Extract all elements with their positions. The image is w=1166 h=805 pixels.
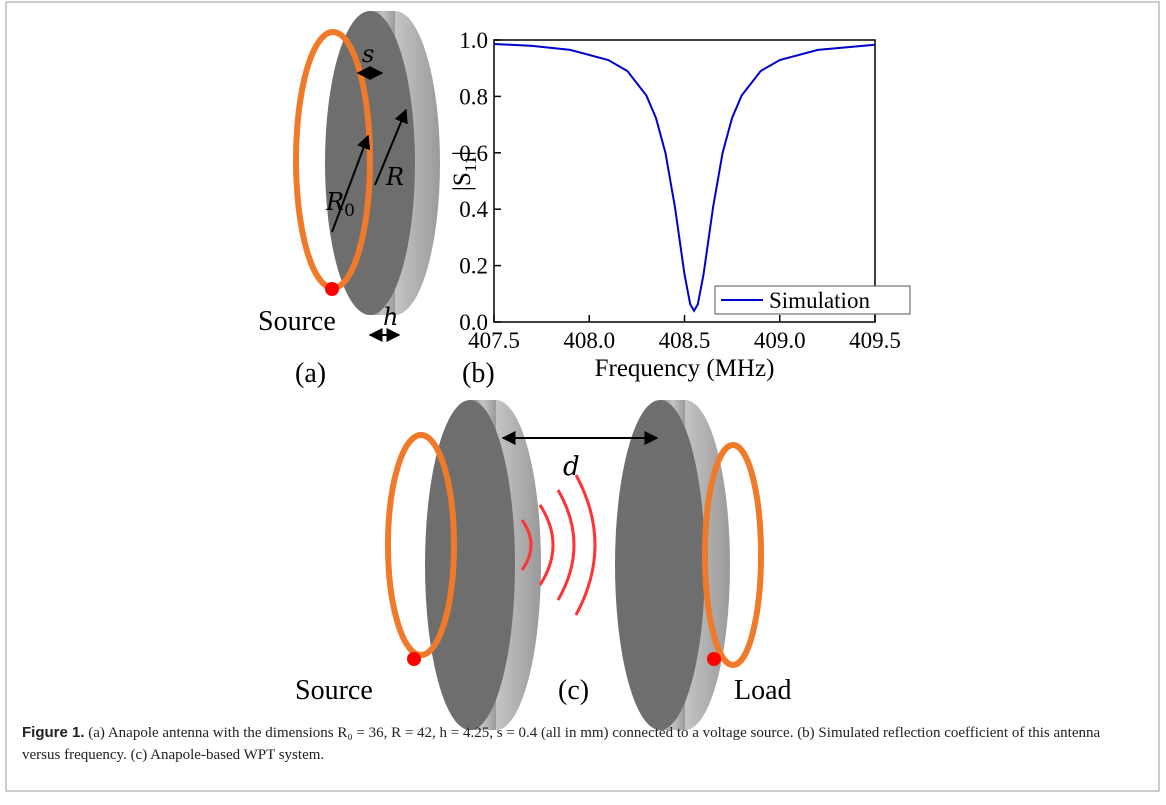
label-load: Load [734, 675, 792, 706]
label-r: R [385, 163, 404, 191]
caption-lead: Figure 1. [22, 724, 85, 741]
x-tick-label: 408.5 [659, 328, 711, 353]
y-tick-label: 1.0 [459, 28, 488, 53]
figure: s R R0 Source h (a) (b) d Source Load (c… [0, 0, 1166, 805]
y-tick-label: 0.4 [459, 197, 488, 222]
x-tick-label: 408.0 [563, 328, 615, 353]
r0-sub: 0 [344, 201, 355, 221]
label-source-c: Source [295, 675, 373, 706]
x-axis-label: Frequency (MHz) [595, 355, 775, 382]
y-axis-label: |S11| [449, 151, 480, 191]
y-label-main: |S [449, 172, 476, 191]
label-source-a: Source [258, 306, 336, 337]
label-s: s [362, 40, 374, 68]
caption-text: (a) Anapole antenna with the dimensions … [22, 725, 1100, 763]
x-tick-label: 409.5 [849, 328, 901, 353]
y-tick-label: 0.2 [459, 254, 488, 279]
r0-main: R [325, 188, 344, 216]
y-tick-label: 0.8 [459, 84, 488, 109]
frame [6, 2, 1159, 791]
label-h: h [383, 303, 398, 331]
label-d: d [563, 452, 580, 482]
panel-a: (a) [295, 358, 326, 389]
page: s R R0 Source h (a) (b) d Source Load (c… [0, 0, 1166, 805]
line [494, 44, 875, 311]
y-label-end: | [449, 151, 476, 156]
x-tick-label: 409.0 [754, 328, 806, 353]
x-tick-label: 407.5 [468, 328, 520, 353]
plot-frame [494, 40, 875, 322]
legend-label: Simulation [769, 288, 870, 313]
panel-b: (b) [462, 358, 495, 389]
caption: Figure 1. (a) Anapole antenna with the d… [22, 722, 1142, 766]
panel-c: (c) [558, 675, 589, 706]
y-label-sub: 11 [461, 156, 480, 172]
